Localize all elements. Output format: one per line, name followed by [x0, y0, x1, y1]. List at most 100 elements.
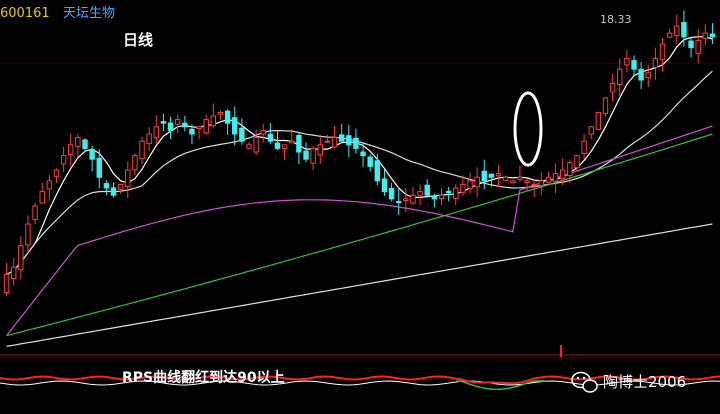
candle-body: [53, 169, 60, 177]
candle-body: [367, 156, 373, 167]
grid: [0, 62, 720, 359]
candle-body: [281, 144, 288, 150]
watermark: 陶博士2006: [571, 371, 686, 393]
candle-body: [25, 223, 31, 246]
candle-body: [82, 139, 88, 149]
candle-body: [396, 201, 402, 204]
candle-body: [303, 150, 309, 160]
rps-secondary-line: [0, 380, 720, 386]
candle-body: [110, 187, 117, 196]
stock-code: 600161: [0, 6, 50, 21]
candle-layer: [3, 10, 716, 297]
candle-body: [10, 266, 17, 280]
candle-body: [631, 60, 637, 70]
candle-body: [96, 157, 102, 178]
candle-body: [381, 178, 388, 193]
candle-body: [552, 173, 559, 182]
candle-body: [431, 195, 438, 200]
ma5-line: [6, 36, 713, 275]
candle-body: [103, 183, 110, 189]
candle-body: [502, 176, 509, 181]
candle-body: [488, 173, 495, 178]
candle-body: [388, 187, 395, 200]
candle-body: [203, 119, 209, 134]
period-label: 日线: [123, 31, 153, 49]
candle-body: [581, 140, 587, 154]
candle-body: [217, 111, 224, 115]
candle-body: [481, 170, 487, 182]
candle-body: [60, 155, 67, 165]
candle-body: [46, 180, 53, 190]
candle-body: [32, 205, 38, 220]
candle-body: [18, 245, 24, 271]
candle-body: [595, 111, 602, 130]
rps-line: [0, 375, 720, 385]
candle-body: [160, 121, 167, 124]
candle-body: [253, 137, 259, 153]
candle-body: [666, 32, 673, 38]
candle-body: [659, 43, 666, 60]
candle-body: [474, 176, 480, 188]
candle-body: [310, 147, 316, 164]
candle-body: [453, 187, 459, 199]
candle-body: [246, 144, 252, 149]
rps-annotation: RPS曲线翻红到达90以上: [122, 369, 285, 386]
candle-body: [353, 137, 359, 149]
candle-body: [510, 180, 516, 184]
candle-body: [559, 169, 566, 180]
candle-body: [224, 110, 231, 124]
wechat-icon: [571, 371, 598, 393]
candle-body: [125, 169, 131, 188]
candle-body: [702, 32, 709, 39]
candle-body: [545, 176, 552, 183]
rps-dip-line: [455, 380, 546, 391]
candle-body: [39, 191, 45, 204]
candle-body: [574, 155, 580, 169]
ma250-line: [6, 223, 713, 347]
candle-body: [289, 140, 295, 144]
candle-body: [403, 198, 409, 201]
candle-body: [167, 122, 174, 131]
candle-body: [445, 190, 452, 193]
candle-body: [602, 97, 609, 115]
candle-body: [317, 144, 323, 156]
candle-body: [174, 119, 181, 125]
candle-body: [132, 155, 138, 171]
candle-body: [624, 57, 630, 66]
candle-body: [467, 180, 473, 189]
candle-body: [567, 162, 573, 176]
ma120-line: [6, 133, 713, 337]
candle-body: [638, 68, 644, 81]
candle-body: [410, 194, 416, 204]
candle-body: [645, 72, 651, 79]
candle-body: [617, 68, 623, 86]
candle-body: [3, 273, 10, 293]
candle-body: [239, 127, 245, 142]
candle-body: [438, 194, 445, 199]
candle-body: [524, 180, 530, 183]
candle-body: [338, 134, 345, 142]
highlight-ellipse: [513, 91, 543, 167]
candle-body: [652, 57, 659, 68]
candle-body: [531, 183, 537, 186]
candle-body: [210, 115, 217, 127]
candle-body: [688, 40, 694, 49]
candle-body: [417, 191, 423, 196]
candle-body: [75, 137, 81, 148]
candle-body: [609, 83, 616, 93]
candle-body: [538, 180, 545, 187]
candle-body: [232, 117, 238, 135]
candle-body: [374, 160, 381, 182]
candle-body: [153, 126, 160, 139]
candle-body: [360, 151, 366, 157]
candle-body: [346, 135, 352, 146]
candle-body: [695, 39, 701, 54]
ma60-line: [6, 125, 713, 336]
candle-body: [681, 22, 687, 38]
candle-body: [274, 142, 281, 149]
stock-name: 天坛生物: [63, 6, 115, 21]
candle-body: [146, 133, 152, 145]
candle-body: [674, 25, 680, 36]
candle-body: [189, 128, 195, 135]
